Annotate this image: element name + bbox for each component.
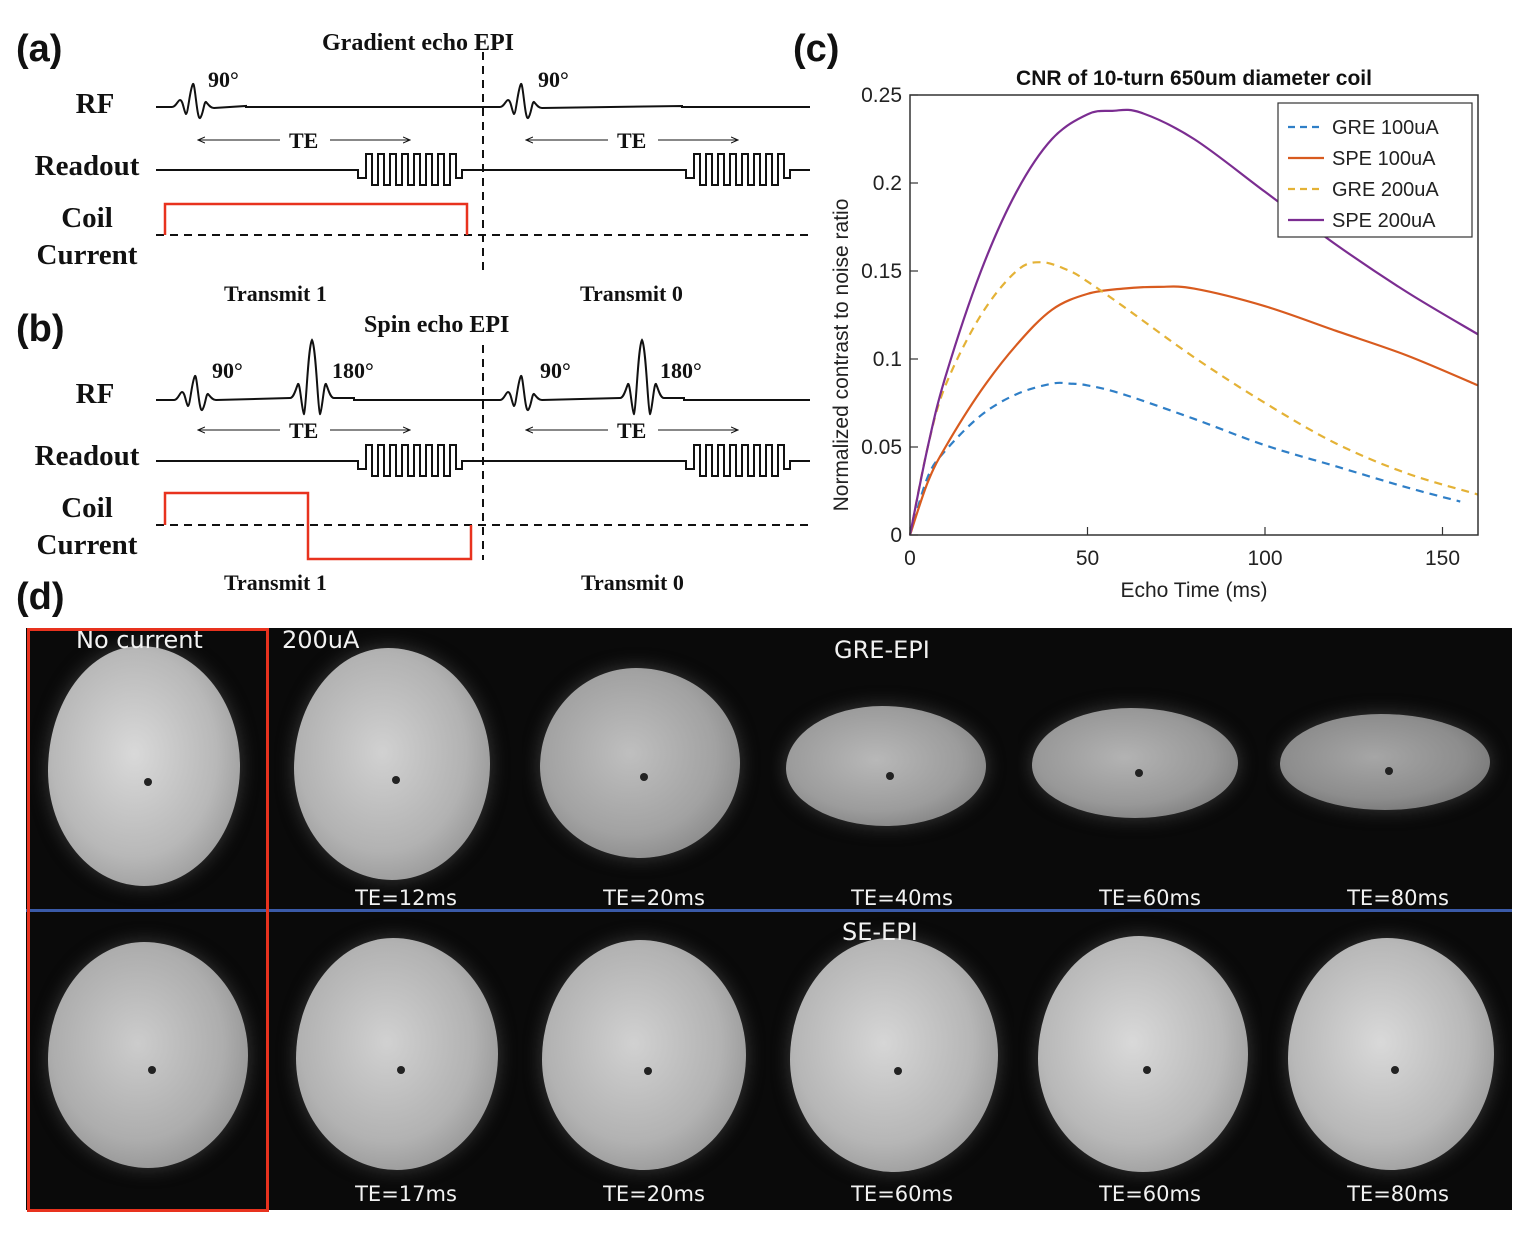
se-te-5: TE=80ms (1347, 1182, 1449, 1206)
se-te-3: TE=60ms (851, 1182, 953, 1206)
se-te-1: TE=17ms (355, 1182, 457, 1206)
mri-slice-image (770, 914, 1014, 1194)
panel-b-readout-trace (156, 444, 810, 477)
panel-b-letter: (b) (16, 308, 65, 350)
panel-b-readout-label: Readout (34, 440, 140, 472)
panel-a-te-right: TE (617, 128, 646, 153)
panel-b-title: Spin echo EPI (364, 312, 510, 338)
chart-ylabel: Normalized contrast to noise ratio (830, 199, 853, 512)
panel-b-te-right: TE (617, 418, 646, 443)
panel-b-transmit0: Transmit 0 (581, 570, 684, 595)
mri-slice-image (26, 628, 270, 908)
panel-a-coil-label: Coil (61, 202, 113, 234)
panel-a-flip-right: 90° (538, 67, 569, 92)
legend-box (1277, 102, 1473, 238)
gre-te-4: TE=60ms (1099, 886, 1201, 910)
series-line-gre-100ua (908, 381, 1461, 536)
x-tick-label: 0 (904, 547, 916, 570)
panel-c-letter: (c) (793, 28, 840, 70)
panel-b-sequence-diagram: 90° 180° 90° 180° TE TE (156, 338, 810, 561)
gre-te-1: TE=12ms (355, 886, 457, 910)
legend-entry: GRE 100uA (1332, 117, 1439, 139)
se-te-4: TE=60ms (1099, 1182, 1201, 1206)
mri-slice-image (274, 628, 518, 908)
panel-a-rf-trace (156, 82, 810, 120)
mri-slice-image (522, 628, 766, 908)
panel-a-te-left: TE (289, 128, 318, 153)
mri-image-grid: No current 200uA GRE-EPI SE-EPI TE=12ms … (26, 626, 1512, 1212)
gre-se-separator (26, 909, 1512, 912)
y-tick-label: 0.25 (861, 84, 902, 107)
mri-slice-image (522, 914, 766, 1194)
panel-a-readout-trace (156, 153, 810, 186)
mri-slice-image (1018, 914, 1262, 1194)
series-line-gre-200ua (908, 261, 1479, 536)
se-te-2: TE=20ms (603, 1182, 705, 1206)
panel-a-letter: (a) (16, 28, 63, 70)
panel-b-coil-label: Coil (61, 492, 113, 524)
panel-a-transmit0: Transmit 0 (580, 281, 683, 306)
panel-a-rf-label: RF (75, 88, 115, 120)
y-tick-label: 0.1 (873, 348, 902, 371)
chart-legend: GRE 100uA SPE 100uA GRE 200uA SPE 200uA (1277, 102, 1473, 238)
panel-a-transmit1: Transmit 1 (224, 281, 327, 306)
legend-entry: SPE 200uA (1332, 210, 1436, 232)
chart-axes-box (909, 94, 1479, 536)
gre-epi-label: GRE-EPI (834, 636, 930, 664)
chart-xlabel: Echo Time (ms) (1120, 579, 1267, 602)
panel-b-rf-label: RF (75, 378, 115, 410)
legend-entry: GRE 200uA (1332, 179, 1439, 201)
panel-b-flip2-left: 180° (332, 358, 374, 383)
chart-title: CNR of 10-turn 650um diameter coil (1016, 67, 1372, 90)
current-label: 200uA (282, 626, 360, 654)
mri-slice-image (1266, 628, 1510, 908)
series-line-spe-200ua (908, 108, 1479, 536)
gre-te-5: TE=80ms (1347, 886, 1449, 910)
panel-a-sequence-diagram: 90° 90° TE TE (156, 52, 810, 270)
panel-a-current-label: Current (36, 239, 138, 271)
no-current-highlight-box (27, 628, 269, 1212)
gre-te-2: TE=20ms (603, 886, 705, 910)
x-tick-label: 150 (1425, 547, 1460, 570)
panel-a-title: Gradient echo EPI (322, 30, 514, 56)
panel-b-te-left: TE (289, 418, 318, 443)
panel-b-flip2-right: 180° (660, 358, 702, 383)
x-tick-label: 50 (1076, 547, 1099, 570)
cnr-chart: CNR of 10-turn 650um diameter coil Norma… (830, 67, 1479, 602)
panel-b-rf-trace (156, 338, 810, 416)
y-tick-label: 0 (890, 524, 902, 547)
panel-a-coil-current (163, 202, 469, 235)
panel-d-letter: (d) (16, 576, 65, 618)
y-tick-label: 0.15 (861, 260, 902, 283)
gre-te-3: TE=40ms (851, 886, 953, 910)
panel-b-current-label: Current (36, 529, 138, 561)
series-line-spe-100ua (908, 285, 1479, 536)
mri-slice-image (26, 914, 270, 1194)
panel-b-transmit1: Transmit 1 (224, 570, 327, 595)
panel-b-flip1-left: 90° (212, 358, 243, 383)
se-epi-label: SE-EPI (842, 918, 918, 946)
panel-b-coil-current (163, 491, 473, 561)
y-tick-label: 0.05 (861, 436, 902, 459)
y-tick-label: 0.2 (873, 172, 902, 195)
panel-a-readout-label: Readout (34, 150, 140, 182)
legend-entry: SPE 100uA (1332, 148, 1436, 170)
x-tick-label: 100 (1247, 547, 1282, 570)
panel-b-flip1-right: 90° (540, 358, 571, 383)
panel-a-flip-left: 90° (208, 67, 239, 92)
mri-slice-image (1266, 914, 1510, 1194)
mri-slice-image (274, 914, 518, 1194)
mri-slice-image (1018, 628, 1262, 908)
mri-slice-image (770, 628, 1014, 908)
